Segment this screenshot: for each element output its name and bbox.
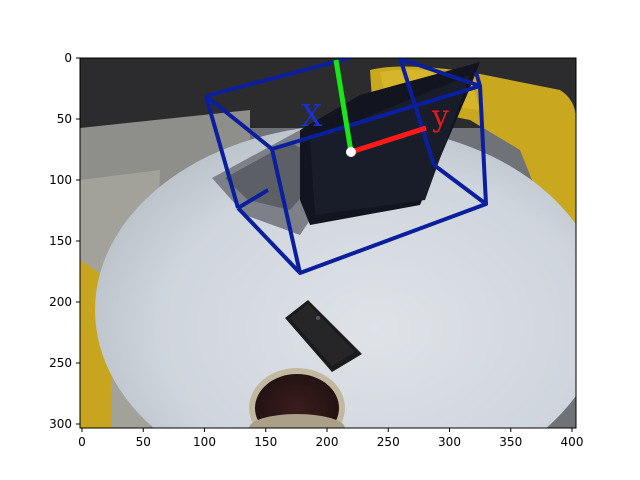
x-tick-label: 350 xyxy=(499,435,522,449)
x-tick-label: 400 xyxy=(561,435,584,449)
x-tick-label: 300 xyxy=(438,435,461,449)
phone xyxy=(285,300,362,372)
y-axis: 0 50 100 150 200 250 300 xyxy=(49,51,80,431)
green-axis xyxy=(333,59,354,153)
red-axis xyxy=(350,125,427,155)
axes-frame xyxy=(79,57,577,429)
y-tick-label: 50 xyxy=(57,112,72,126)
y-tick-label: 200 xyxy=(49,295,72,309)
3d-bounding-box xyxy=(204,58,488,275)
x-tick-label: 100 xyxy=(193,435,216,449)
x-tick-label: 150 xyxy=(254,435,277,449)
coffee-cup xyxy=(249,368,345,428)
axis-label-x: X xyxy=(301,99,323,134)
y-tick-label: 300 xyxy=(49,417,72,431)
pose-origin xyxy=(346,147,356,157)
x-tick-label: 0 xyxy=(78,435,86,449)
y-tick-label: 250 xyxy=(49,356,72,370)
y-tick-label: 0 xyxy=(64,51,72,65)
x-tick-label: 200 xyxy=(316,435,339,449)
axis-label-y: y xyxy=(431,99,449,134)
pose-axes: X y xyxy=(301,59,449,157)
y-tick-label: 150 xyxy=(49,234,72,248)
x-axis: 0 50 100 150 200 250 300 350 400 xyxy=(78,428,583,449)
x-tick-label: 50 xyxy=(136,435,151,449)
round-table xyxy=(95,125,576,428)
x-tick-label: 250 xyxy=(377,435,400,449)
scene-image xyxy=(80,58,576,428)
y-tick-label: 100 xyxy=(49,173,72,187)
